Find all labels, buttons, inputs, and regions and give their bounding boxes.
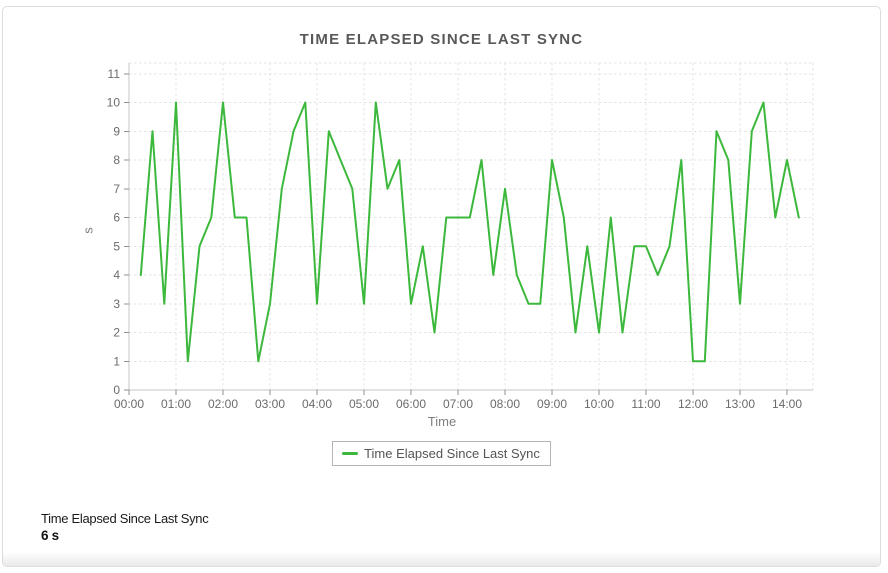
y-tick-label: 11 bbox=[108, 67, 121, 81]
x-tick-label: 01:00 bbox=[161, 397, 191, 411]
x-tick-label: 02:00 bbox=[208, 397, 238, 411]
bottom-strip bbox=[3, 553, 880, 566]
chart-title: TIME ELAPSED SINCE LAST SYNC bbox=[299, 31, 584, 48]
y-tick-label: 3 bbox=[113, 297, 120, 311]
y-tick-label: 5 bbox=[113, 239, 120, 253]
x-tick-label: 06:00 bbox=[396, 397, 426, 411]
y-tick-label: 10 bbox=[107, 96, 121, 110]
x-tick-label: 08:00 bbox=[490, 397, 520, 411]
x-axis-title: Time bbox=[427, 414, 457, 429]
x-tick-label: 13:00 bbox=[725, 397, 755, 411]
legend-item[interactable]: Time Elapsed Since Last Sync bbox=[332, 441, 551, 466]
y-tick-label: 0 bbox=[113, 383, 120, 397]
metric-name: Time Elapsed Since Last Sync bbox=[41, 511, 209, 526]
legend-line-swatch bbox=[342, 452, 359, 455]
y-tick-label: 4 bbox=[113, 268, 120, 282]
page-container: TIME ELAPSED SINCE LAST SYNC 0 1 2 3 4 5 6 7 8 9 1… bbox=[2, 6, 881, 567]
y-tick-label: 7 bbox=[113, 182, 120, 196]
x-tick-label: 07:00 bbox=[443, 397, 473, 411]
x-tick-label: 03:00 bbox=[255, 397, 285, 411]
y-tick-label: 9 bbox=[113, 124, 120, 138]
y-axis-title: s bbox=[80, 227, 96, 234]
x-tick-label: 14:00 bbox=[772, 397, 802, 411]
x-tick-label: 00:00 bbox=[114, 397, 144, 411]
x-tick-label: 12:00 bbox=[678, 397, 708, 411]
legend-row: Time Elapsed Since Last Sync bbox=[3, 441, 880, 466]
metric-summary: Time Elapsed Since Last Sync 6 s bbox=[41, 510, 209, 545]
x-tick-label: 10:00 bbox=[584, 397, 614, 411]
metric-current-value: 6 s bbox=[41, 528, 59, 543]
line-chart: 0 1 2 3 4 5 6 7 8 9 10 11 00:00 01:00 02:00 03:00 04:00 0… bbox=[107, 62, 814, 411]
y-tick-label: 6 bbox=[113, 211, 120, 225]
series-line bbox=[139, 101, 800, 363]
y-tick-label: 8 bbox=[113, 153, 120, 167]
x-tick-label: 11:00 bbox=[631, 397, 660, 411]
y-tick-label: 1 bbox=[113, 354, 120, 368]
y-tick-label: 2 bbox=[113, 326, 120, 340]
legend-label: Time Elapsed Since Last Sync bbox=[364, 446, 540, 461]
x-tick-label: 04:00 bbox=[302, 397, 332, 411]
x-tick-label: 05:00 bbox=[349, 397, 379, 411]
x-tick-label: 09:00 bbox=[537, 397, 567, 411]
